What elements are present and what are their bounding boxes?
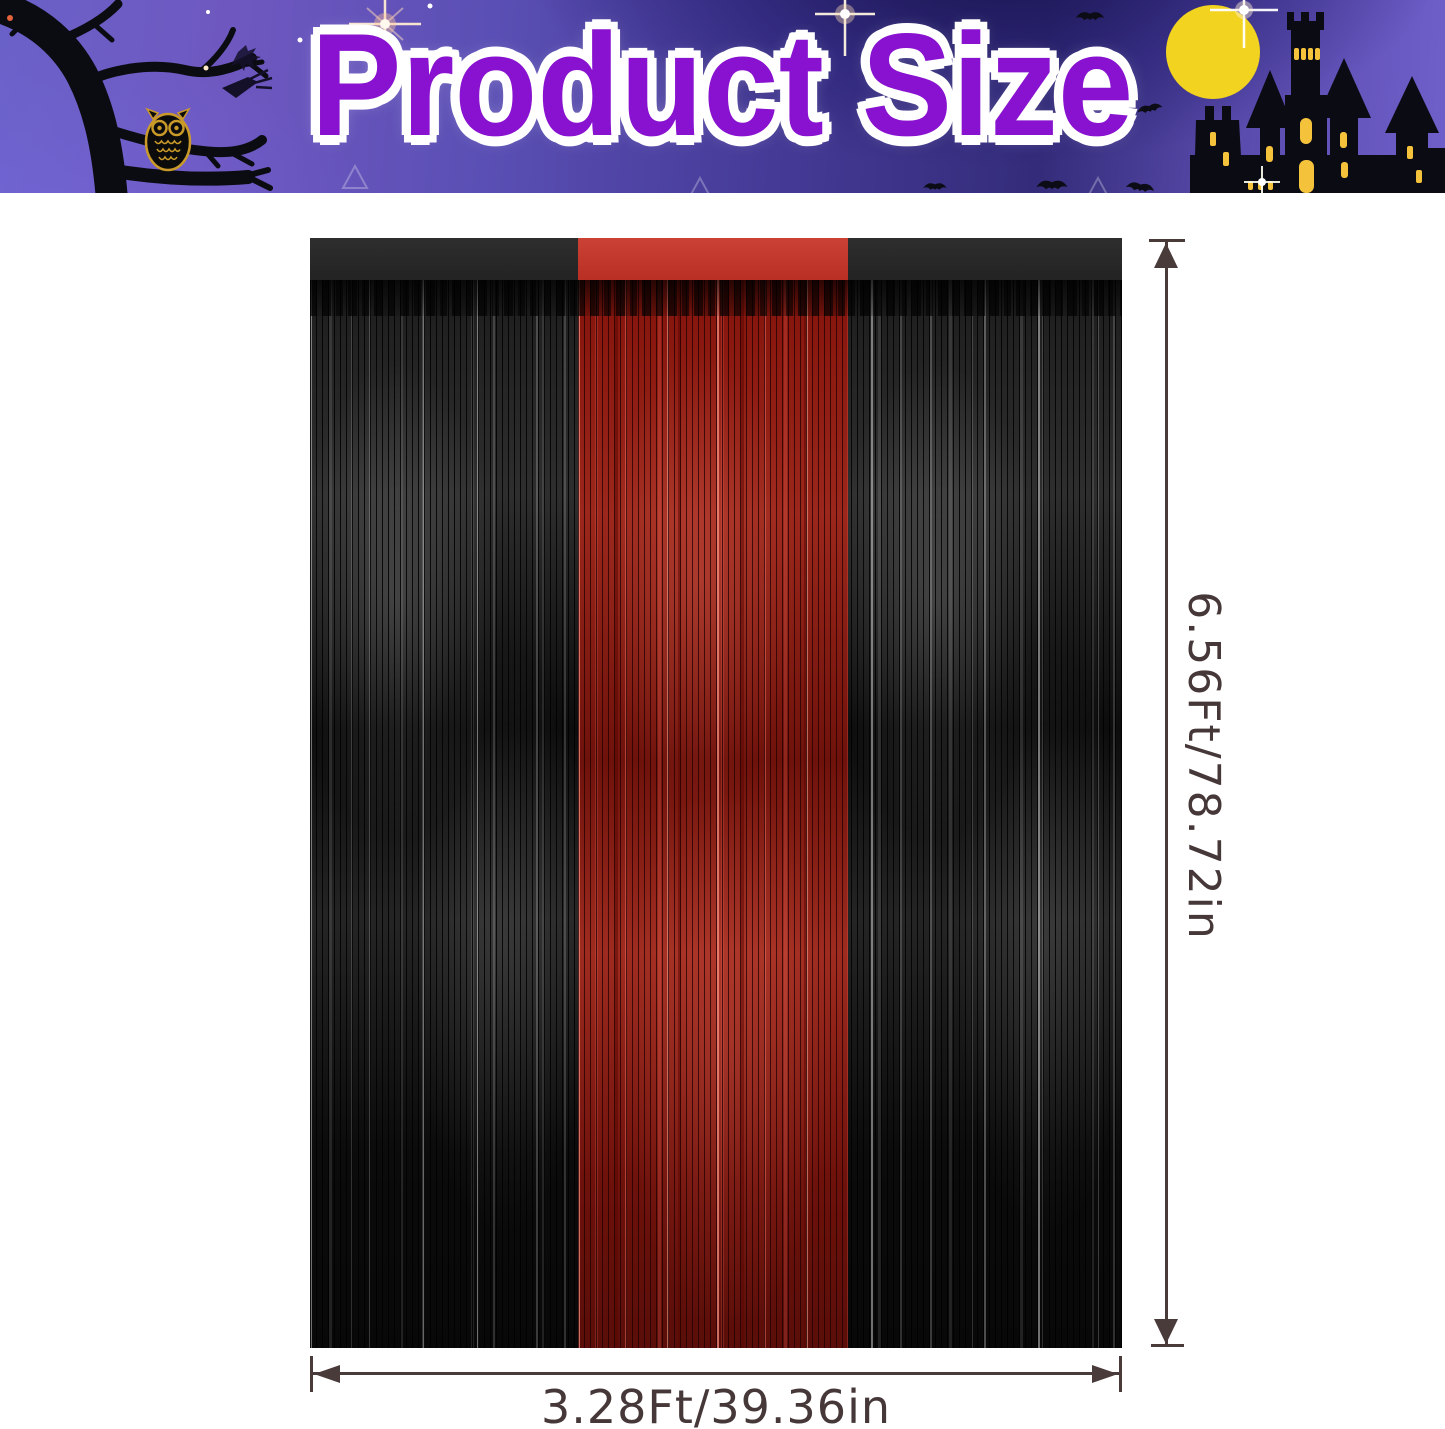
banner-title-wrap: Product Size Product Size bbox=[0, 0, 1445, 193]
width-dim-right-arrowhead bbox=[1092, 1364, 1118, 1383]
height-dimension-label: 6.56Ft/78.72in bbox=[1178, 591, 1229, 941]
banner: Product Size Product Size bbox=[0, 0, 1445, 193]
curtain-header-strip bbox=[848, 238, 1122, 280]
curtain-header-strip bbox=[578, 238, 848, 280]
halloween-scene bbox=[0, 0, 1445, 193]
height-dim-line bbox=[1165, 242, 1168, 1345]
curtain-panel-black-right bbox=[848, 238, 1122, 1348]
curtain-panel-black-left bbox=[310, 238, 578, 1348]
height-dim-top-cap bbox=[1149, 239, 1185, 242]
width-dim-right-cap bbox=[1119, 1356, 1122, 1392]
curtain-panel-red-center bbox=[578, 238, 848, 1348]
width-dim-line bbox=[312, 1372, 1120, 1375]
haunted-castle-icon bbox=[1190, 12, 1445, 193]
garland-triangle-icon bbox=[341, 163, 1108, 193]
spooky-tree-icon bbox=[0, 0, 273, 193]
curtain-header-strip bbox=[310, 238, 578, 280]
owl-icon bbox=[144, 107, 192, 172]
moon-icon bbox=[1166, 5, 1260, 99]
banner-title: Product Size bbox=[311, 2, 1134, 166]
curtain-fringe bbox=[578, 280, 848, 1348]
castle-sparkle-icon bbox=[1244, 166, 1280, 193]
banner-title-outline: Product Size bbox=[304, 2, 1140, 166]
curtain-fringe bbox=[310, 280, 578, 1348]
sparkle-icon bbox=[7, 0, 1278, 121]
fringe-curtain-image bbox=[310, 238, 1122, 1348]
width-dimension-label: 3.28Ft/39.36in bbox=[540, 1380, 892, 1429]
flying-witch-icon bbox=[222, 45, 273, 98]
curtain-fringe bbox=[848, 280, 1122, 1348]
width-dim-left-cap bbox=[310, 1356, 313, 1392]
height-dim-down-arrowhead bbox=[1154, 1319, 1178, 1344]
height-dim-bottom-cap bbox=[1151, 1344, 1184, 1347]
bat-icon bbox=[923, 12, 1163, 192]
